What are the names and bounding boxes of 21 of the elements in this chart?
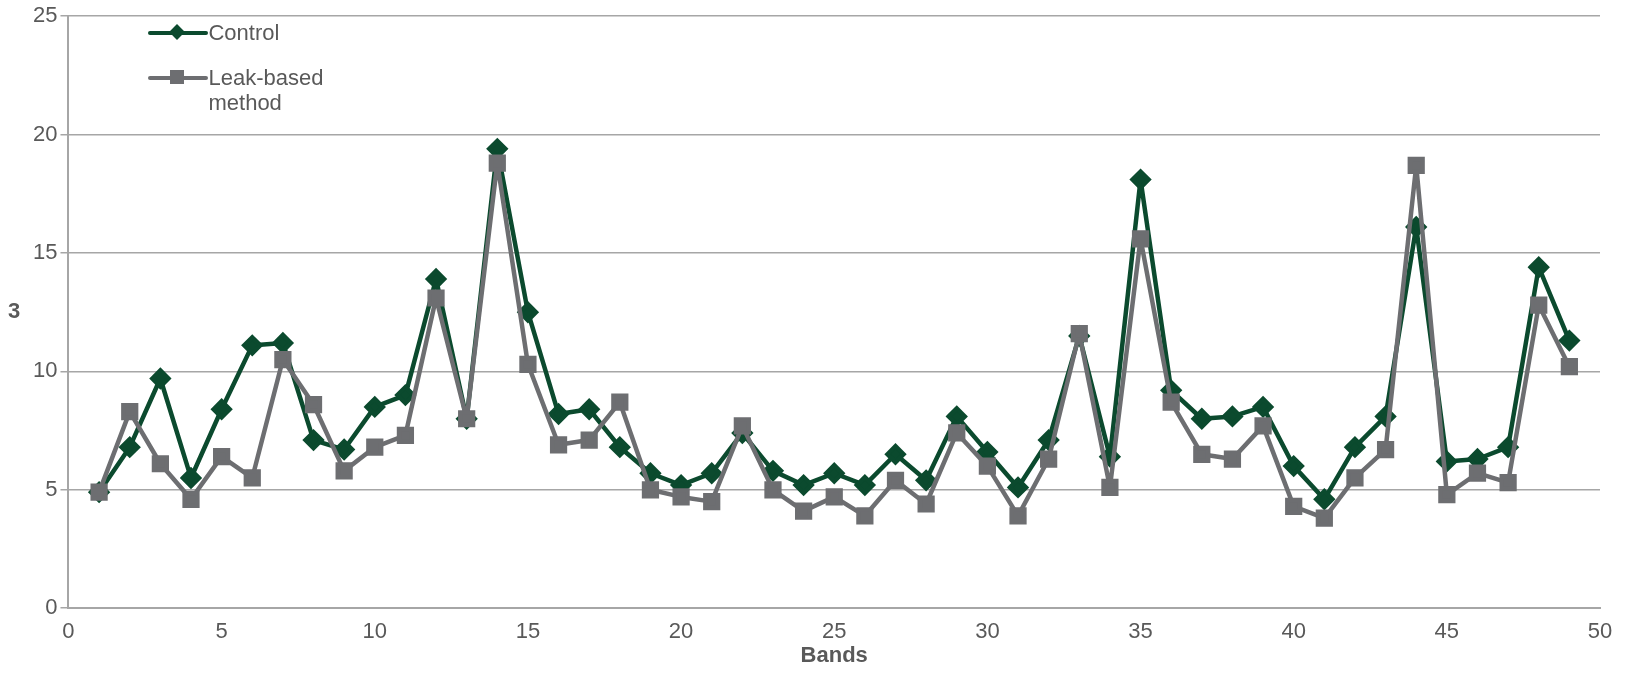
x-tick-label: 15: [515, 618, 541, 644]
y-tick-label: 5: [45, 475, 58, 501]
y-tick-label: 10: [32, 357, 58, 383]
x-tick-label: 35: [1128, 618, 1153, 644]
y-tick-label: 15: [32, 239, 58, 265]
x-tick-label: 20: [668, 618, 694, 644]
x-tick-label: 0: [62, 618, 75, 644]
legend-label: Control: [208, 20, 281, 46]
x-tick-label: 50: [1587, 618, 1613, 644]
y-axis-title: 3: [7, 298, 21, 324]
x-tick-label: 10: [362, 618, 388, 644]
x-tick-label: 5: [215, 618, 228, 644]
x-tick-label: 40: [1281, 618, 1306, 644]
legend-label: Leak-based method: [208, 65, 325, 116]
y-tick-label: 0: [45, 594, 58, 620]
x-axis-title: Bands: [800, 641, 868, 667]
y-tick-label: 20: [32, 120, 58, 146]
x-tick-label: 45: [1434, 618, 1460, 644]
x-tick-label: 25: [821, 618, 847, 644]
x-tick-label: 30: [975, 618, 1000, 644]
y-tick-label: 25: [32, 2, 58, 28]
